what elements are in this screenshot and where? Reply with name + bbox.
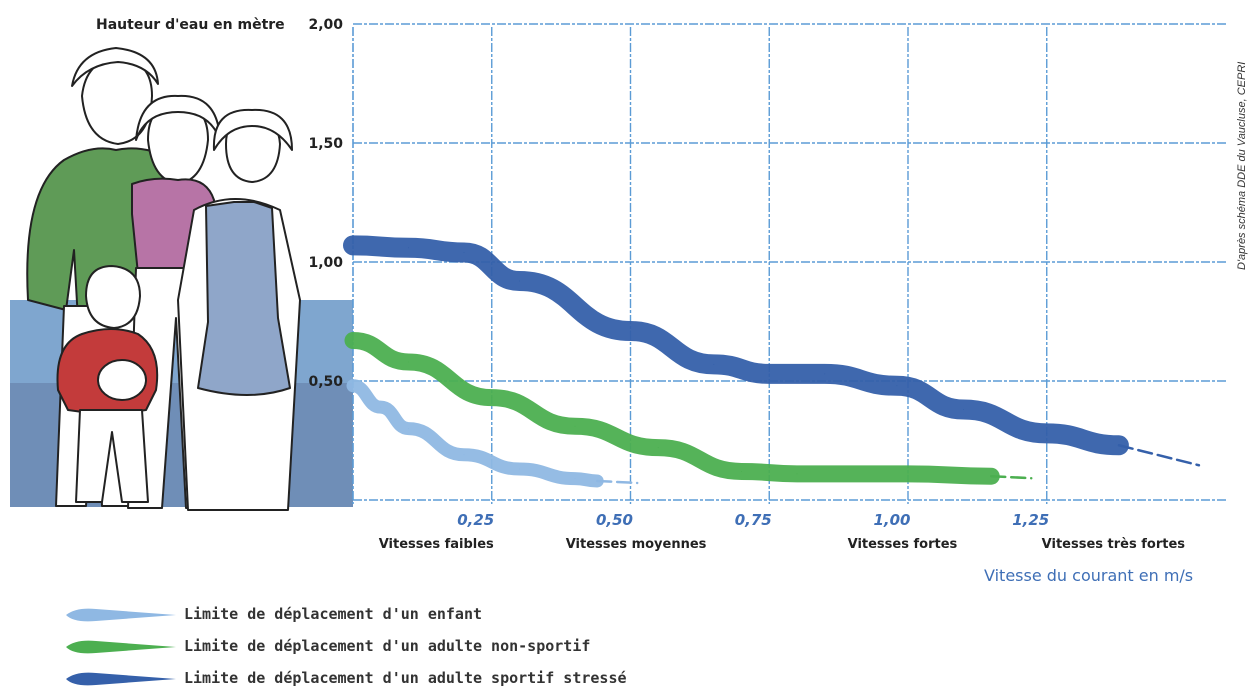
series-2 (343, 235, 1201, 467)
series-2-point-3 (519, 280, 520, 282)
family-illustration (26, 47, 301, 511)
x-tick-label-3: 1,00 (873, 511, 910, 529)
series-tail-0 (595, 479, 639, 485)
series-line-2 (343, 235, 1129, 456)
series-2-point-11 (1118, 444, 1120, 446)
y-tick-label-3: 2,00 (308, 17, 343, 33)
chart-series (343, 235, 1201, 488)
legend-swatch-adult-mark (66, 640, 176, 654)
y-tick-label-1: 1,00 (308, 255, 343, 271)
y-tick-label-0: 0,50 (308, 374, 343, 390)
legend-swatch-adult (66, 640, 176, 654)
x-tick-label-4: 1,25 (1012, 511, 1049, 529)
legend-label-child: Limite de déplacement d'un enfant (184, 605, 483, 623)
speed-category-labels: Vitesses faibles Vitesses moyennes Vitesse… (379, 537, 1186, 552)
legend-label-athlete: Limite de déplacement d'un adulte sporti… (184, 669, 627, 687)
series-2-point-2 (463, 251, 465, 253)
speed-category-3: Vitesses très fortes (1042, 537, 1186, 552)
series-1-point-2 (491, 397, 493, 399)
series-1 (344, 332, 1033, 485)
x-axis-title: Vitesse du courant en m/s (984, 566, 1194, 585)
series-2-point-0 (352, 244, 354, 246)
y-axis-tick-labels: 0,50 1,00 1,50 2,00 (308, 17, 343, 390)
series-0-point-1 (380, 406, 382, 408)
series-0-point-6 (596, 480, 598, 482)
series-0-point-0 (352, 385, 354, 387)
legend-label-adult: Limite de déplacement d'un adulte non-sp… (184, 637, 591, 655)
series-tail-2 (1117, 444, 1201, 467)
series-1-point-0 (352, 340, 354, 342)
series-tail-1 (990, 474, 1033, 480)
speed-category-2: Vitesses fortes (848, 537, 958, 552)
x-tick-label-2: 0,75 (735, 511, 772, 529)
series-0-point-2 (408, 428, 409, 430)
series-0-point-4 (519, 468, 520, 470)
series-2-point-7 (824, 373, 826, 375)
x-tick-label-1: 0,50 (596, 511, 633, 529)
series-0-point-3 (463, 454, 465, 456)
y-axis-title: Hauteur d'eau en mètre (96, 17, 285, 33)
series-2-point-8 (896, 385, 898, 387)
speed-category-0: Vitesses faibles (379, 537, 494, 552)
legend-swatch-child (66, 608, 176, 622)
series-1-point-6 (796, 473, 798, 475)
speed-category-1: Vitesses moyennes (566, 537, 707, 552)
series-1-point-1 (408, 361, 409, 363)
series-2-point-9 (963, 409, 964, 411)
series-0 (346, 379, 639, 488)
series-1-point-4 (657, 447, 659, 449)
legend-swatch-child-mark (66, 608, 176, 622)
series-1-point-5 (741, 470, 742, 472)
x-axis-tick-labels: 0,25 0,50 0,75 1,00 1,25 (457, 511, 1049, 529)
series-2-point-10 (1046, 432, 1048, 434)
series-1-point-3 (574, 425, 576, 427)
source-credit: D'après schéma DDE du Vaucluse, CEPRI (1236, 61, 1248, 270)
grandmother-figure (177, 108, 301, 511)
series-1-point-8 (990, 475, 992, 477)
series-2-point-4 (630, 330, 631, 332)
x-tick-label-0: 0,25 (457, 511, 494, 529)
series-1-point-7 (907, 473, 909, 475)
legend-swatch-athlete (66, 672, 176, 686)
series-2-point-5 (713, 363, 715, 365)
legend-swatch-athlete-mark (66, 672, 176, 686)
series-0-point-5 (574, 478, 576, 480)
y-tick-label-2: 1,50 (308, 136, 343, 152)
child-figure (56, 265, 159, 503)
series-2-point-6 (768, 373, 770, 375)
series-2-point-1 (408, 247, 409, 249)
